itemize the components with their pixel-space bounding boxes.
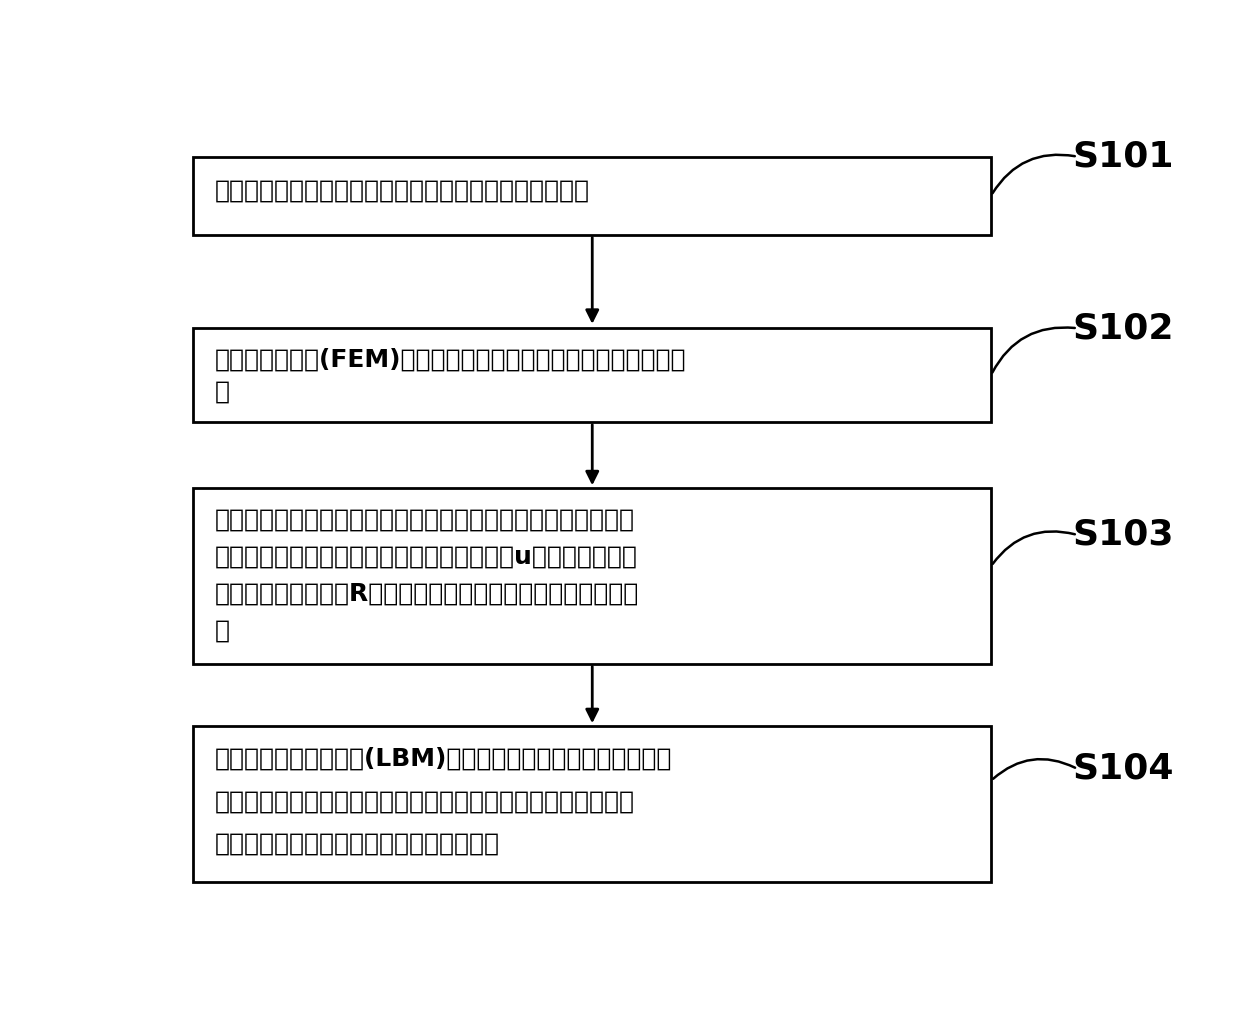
Bar (193, 157, 991, 235)
Text: 力: 力 (215, 380, 229, 404)
Text: 述芯片中电场强度分布进行计算以及对粒子的运动轨迹进行追踪: 述芯片中电场强度分布进行计算以及对粒子的运动轨迹进行追踪 (215, 789, 635, 813)
Bar (193, 726, 991, 882)
Text: 以获得粒子在介电泳力的作用下的运动特征: 以获得粒子在介电泳力的作用下的运动特征 (215, 832, 500, 856)
Text: 合: 合 (215, 618, 229, 642)
Text: 入所述外力项的电泳力影响粒子相的宏观速度u，进而影响多相: 入所述外力项的电泳力影响粒子相的宏观速度u，进而影响多相 (215, 545, 637, 568)
Text: 建立粒子的模型，所述粒子的模型包括多相流中相场模型: 建立粒子的模型，所述粒子的模型包括多相流中相场模型 (215, 178, 589, 203)
Text: S104: S104 (1073, 752, 1174, 786)
Text: 采用格子玻尔兹曼方法(LBM)计算所述多相流中相场模型，对所: 采用格子玻尔兹曼方法(LBM)计算所述多相流中相场模型，对所 (215, 747, 672, 771)
Text: S101: S101 (1073, 140, 1174, 173)
Text: 采用有限单元法(FEM)获取粒子受到的随时间和空间变化的介电泳: 采用有限单元法(FEM)获取粒子受到的随时间和空间变化的介电泳 (215, 347, 686, 371)
Text: S102: S102 (1073, 311, 1174, 345)
Text: 将介电泳力作为外力项输入到所述多相流中相场模型中，通过输: 将介电泳力作为外力项输入到所述多相流中相场模型中，通过输 (215, 508, 635, 532)
Bar (193, 488, 991, 664)
Text: 流中相场模型的源项R，再求解多相流中相场模型以实现间接耦: 流中相场模型的源项R，再求解多相流中相场模型以实现间接耦 (215, 581, 639, 606)
Bar (193, 328, 991, 421)
Text: S103: S103 (1073, 518, 1174, 552)
